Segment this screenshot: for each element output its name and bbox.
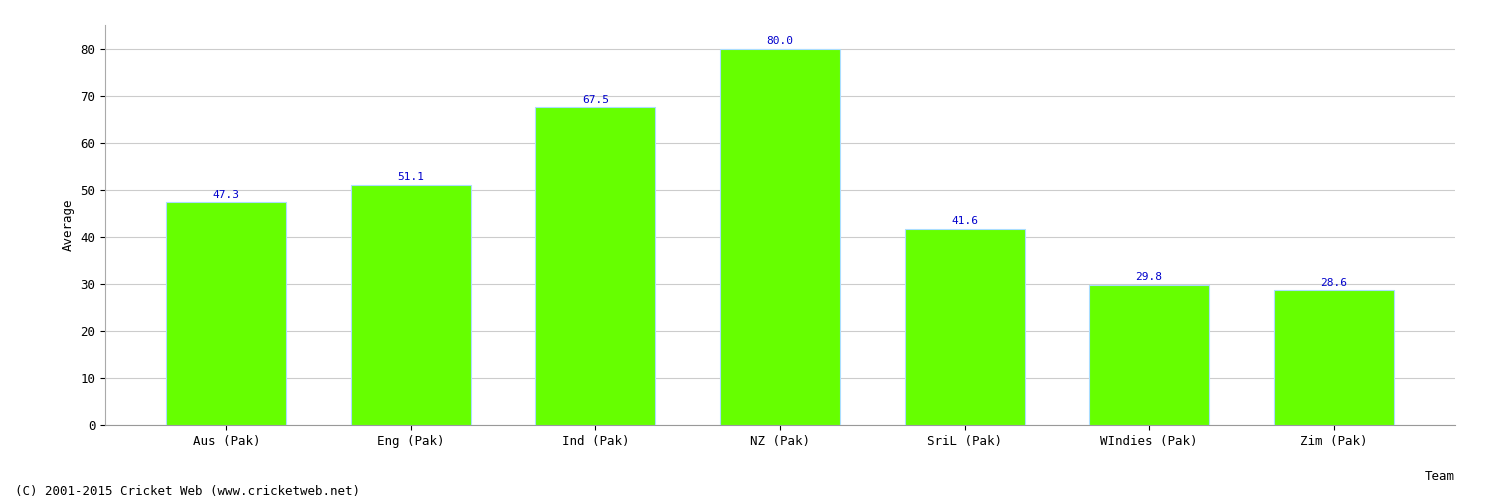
Bar [1089, 285, 1209, 425]
Text: 28.6: 28.6 [1320, 278, 1347, 287]
Text: 80.0: 80.0 [766, 36, 794, 46]
Bar [351, 184, 471, 425]
Text: 51.1: 51.1 [398, 172, 424, 181]
Bar [166, 202, 286, 425]
Text: Team: Team [1425, 470, 1455, 483]
Y-axis label: Average: Average [62, 198, 75, 251]
Bar [536, 108, 656, 425]
Text: 41.6: 41.6 [951, 216, 978, 226]
Text: 67.5: 67.5 [582, 94, 609, 104]
Text: 47.3: 47.3 [213, 190, 240, 200]
Bar [1274, 290, 1394, 425]
Text: 29.8: 29.8 [1136, 272, 1162, 282]
Text: (C) 2001-2015 Cricket Web (www.cricketweb.net): (C) 2001-2015 Cricket Web (www.cricketwe… [15, 485, 360, 498]
Bar [720, 48, 840, 425]
Bar [904, 229, 1024, 425]
